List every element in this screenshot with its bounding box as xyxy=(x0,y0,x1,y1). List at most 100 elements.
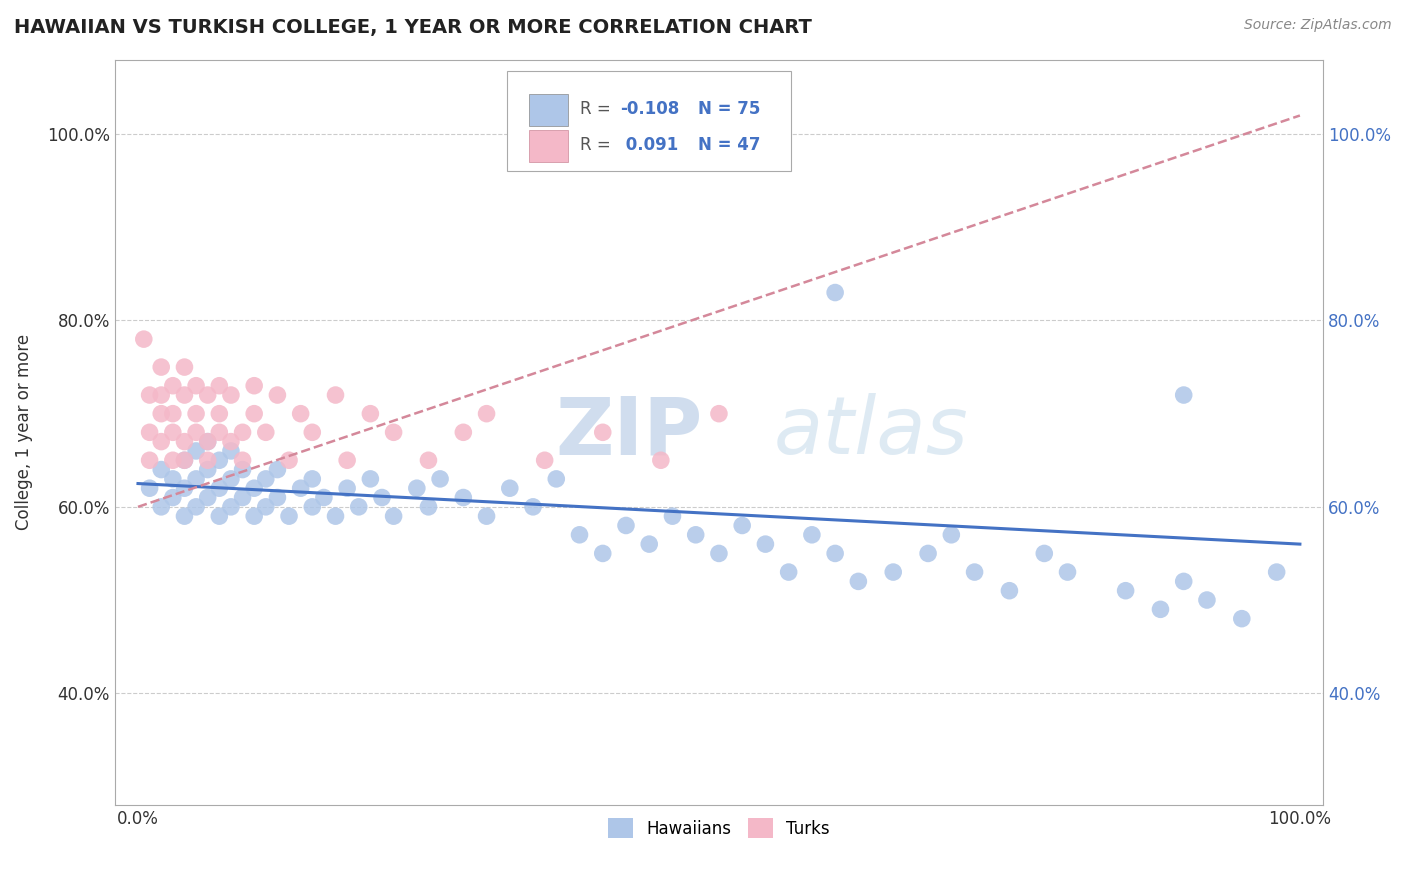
Point xyxy=(197,388,219,402)
Point xyxy=(232,453,254,467)
Point xyxy=(754,537,776,551)
Point xyxy=(184,378,207,392)
Point xyxy=(848,574,870,589)
Point xyxy=(917,546,939,560)
Point xyxy=(359,472,381,486)
Point xyxy=(266,491,288,505)
Point xyxy=(336,481,359,495)
Point xyxy=(254,425,277,440)
Point xyxy=(162,472,184,486)
Point xyxy=(347,500,370,514)
Point xyxy=(254,472,277,486)
Legend: Hawaiians, Turks: Hawaiians, Turks xyxy=(602,812,837,845)
Point xyxy=(232,462,254,476)
Point xyxy=(592,546,614,560)
Point xyxy=(138,425,160,440)
Point xyxy=(197,434,219,449)
Point xyxy=(1195,593,1218,607)
Point xyxy=(197,462,219,476)
Point xyxy=(568,528,591,542)
Point xyxy=(184,407,207,421)
Point xyxy=(475,509,498,524)
Point xyxy=(162,453,184,467)
Point xyxy=(429,472,451,486)
Point xyxy=(312,491,335,505)
Point xyxy=(1173,388,1195,402)
Point xyxy=(325,509,347,524)
Point xyxy=(290,407,312,421)
Point xyxy=(219,500,242,514)
Point xyxy=(278,509,301,524)
Point xyxy=(1265,565,1288,579)
Point xyxy=(290,481,312,495)
Point xyxy=(707,407,730,421)
FancyBboxPatch shape xyxy=(529,130,568,161)
Point xyxy=(359,407,381,421)
Point xyxy=(150,500,173,514)
Point xyxy=(963,565,986,579)
Point xyxy=(301,500,323,514)
Point xyxy=(173,360,195,375)
Point xyxy=(882,565,904,579)
Point xyxy=(184,500,207,514)
Point xyxy=(614,518,637,533)
Point xyxy=(219,388,242,402)
Point xyxy=(301,472,323,486)
Point xyxy=(301,425,323,440)
Point xyxy=(418,500,440,514)
Point xyxy=(150,434,173,449)
Point xyxy=(243,407,266,421)
Point xyxy=(150,407,173,421)
Point xyxy=(208,509,231,524)
Point xyxy=(243,481,266,495)
Point xyxy=(266,388,288,402)
Text: Source: ZipAtlas.com: Source: ZipAtlas.com xyxy=(1244,18,1392,32)
Point xyxy=(243,378,266,392)
Point xyxy=(336,453,359,467)
Point xyxy=(173,481,195,495)
Point xyxy=(173,453,195,467)
Point xyxy=(184,444,207,458)
Point xyxy=(638,537,661,551)
Point xyxy=(998,583,1021,598)
Point xyxy=(533,453,555,467)
Point xyxy=(382,425,405,440)
Point xyxy=(162,491,184,505)
Point xyxy=(219,434,242,449)
Point xyxy=(453,491,475,505)
Point xyxy=(661,509,683,524)
Point xyxy=(162,425,184,440)
Point xyxy=(138,388,160,402)
Point xyxy=(132,332,155,346)
Text: N = 47: N = 47 xyxy=(699,136,761,154)
Text: atlas: atlas xyxy=(773,393,969,471)
Point xyxy=(1033,546,1056,560)
Point xyxy=(184,425,207,440)
Point xyxy=(1056,565,1078,579)
Point xyxy=(150,360,173,375)
Point xyxy=(418,453,440,467)
Text: ZIP: ZIP xyxy=(555,393,703,471)
FancyBboxPatch shape xyxy=(529,95,568,126)
Point xyxy=(162,407,184,421)
Point xyxy=(138,453,160,467)
Point xyxy=(162,378,184,392)
Point xyxy=(592,425,614,440)
Point xyxy=(731,518,754,533)
Point xyxy=(197,453,219,467)
Point xyxy=(325,388,347,402)
Point xyxy=(208,407,231,421)
Text: HAWAIIAN VS TURKISH COLLEGE, 1 YEAR OR MORE CORRELATION CHART: HAWAIIAN VS TURKISH COLLEGE, 1 YEAR OR M… xyxy=(14,18,811,37)
FancyBboxPatch shape xyxy=(508,70,792,171)
Point xyxy=(1115,583,1137,598)
Text: -0.108: -0.108 xyxy=(620,100,679,119)
Point xyxy=(941,528,963,542)
Point xyxy=(197,434,219,449)
Point xyxy=(232,491,254,505)
Point xyxy=(208,453,231,467)
Point xyxy=(371,491,394,505)
Point xyxy=(173,434,195,449)
Point xyxy=(184,472,207,486)
Point xyxy=(650,453,672,467)
Point xyxy=(219,444,242,458)
